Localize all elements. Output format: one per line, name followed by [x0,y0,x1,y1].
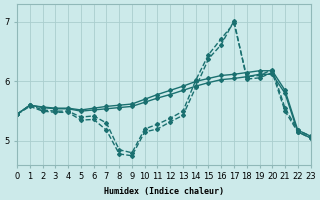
X-axis label: Humidex (Indice chaleur): Humidex (Indice chaleur) [104,187,224,196]
